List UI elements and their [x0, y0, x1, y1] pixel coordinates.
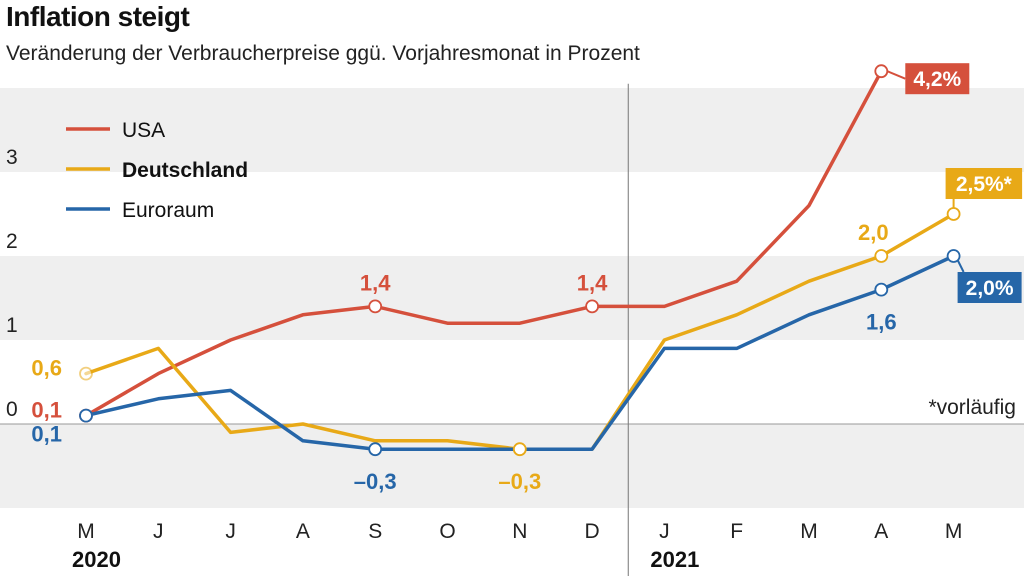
annotation-box: [957, 272, 1022, 303]
data-marker: [874, 249, 889, 263]
x-tick-label: S: [368, 520, 382, 543]
y-tick-label: 3: [6, 146, 18, 169]
grid-band-2: [0, 88, 1024, 172]
x-tick-label: F: [730, 520, 743, 543]
x-tick-label: M: [945, 520, 963, 543]
annotation-label: 0,1: [31, 398, 62, 423]
annotation-connector: [956, 259, 965, 273]
annotation-label: 0,1: [31, 422, 62, 447]
data-marker: [946, 207, 961, 221]
annotation-label: –0,3: [354, 469, 397, 494]
annotation-label: 2,5%*: [956, 173, 1013, 196]
y-tick-label: 2: [6, 230, 18, 253]
x-tick-label: M: [800, 520, 818, 543]
x-tick-label: A: [874, 520, 888, 543]
annotation-label: 2,0%: [966, 277, 1014, 300]
y-tick-label: 1: [6, 314, 18, 337]
footnote: *vorläufig: [928, 396, 1016, 419]
x-tick-label: N: [512, 520, 527, 543]
annotation-box: [905, 63, 970, 95]
annotation-label: 2,0: [858, 220, 889, 245]
annotation-connector: [886, 70, 906, 80]
data-marker: [368, 299, 383, 314]
legend-label: Euroraum: [122, 199, 214, 222]
annotation-label: 4,2%: [913, 68, 961, 91]
data-marker: [512, 442, 527, 457]
chart-title: Inflation steigt: [6, 1, 190, 32]
data-marker: [79, 366, 93, 381]
legend-label: USA: [122, 119, 165, 142]
year-label: 2021: [650, 547, 699, 572]
year-label: 2020: [72, 547, 121, 572]
y-tick-label: 0: [6, 398, 18, 421]
annotation-label: 0,6: [31, 356, 62, 381]
data-marker: [874, 64, 889, 79]
x-tick-label: J: [659, 520, 670, 543]
chart-subtitle: Veränderung der Verbraucherpreise ggü. V…: [6, 42, 640, 65]
x-tick-label: J: [225, 520, 236, 543]
series-line-usa: [84, 69, 884, 418]
annotation-label: 1,6: [866, 310, 897, 335]
x-tick-label: J: [153, 520, 164, 543]
annotation-label: 1,4: [577, 270, 608, 295]
data-marker: [368, 442, 383, 457]
x-tick-label: O: [439, 520, 455, 543]
data-marker: [946, 249, 961, 263]
legend-label: Deutschland: [122, 159, 248, 182]
x-tick-label: D: [585, 520, 600, 543]
data-marker: [585, 299, 599, 314]
data-marker: [874, 282, 889, 297]
annotation-box: [945, 168, 1023, 199]
x-tick-label: A: [296, 520, 310, 543]
grid-band-0: [0, 424, 1024, 508]
data-marker: [79, 408, 93, 423]
annotation-label: –0,3: [498, 469, 541, 494]
annotation-label: 1,4: [360, 270, 391, 295]
x-tick-label: M: [77, 520, 95, 543]
